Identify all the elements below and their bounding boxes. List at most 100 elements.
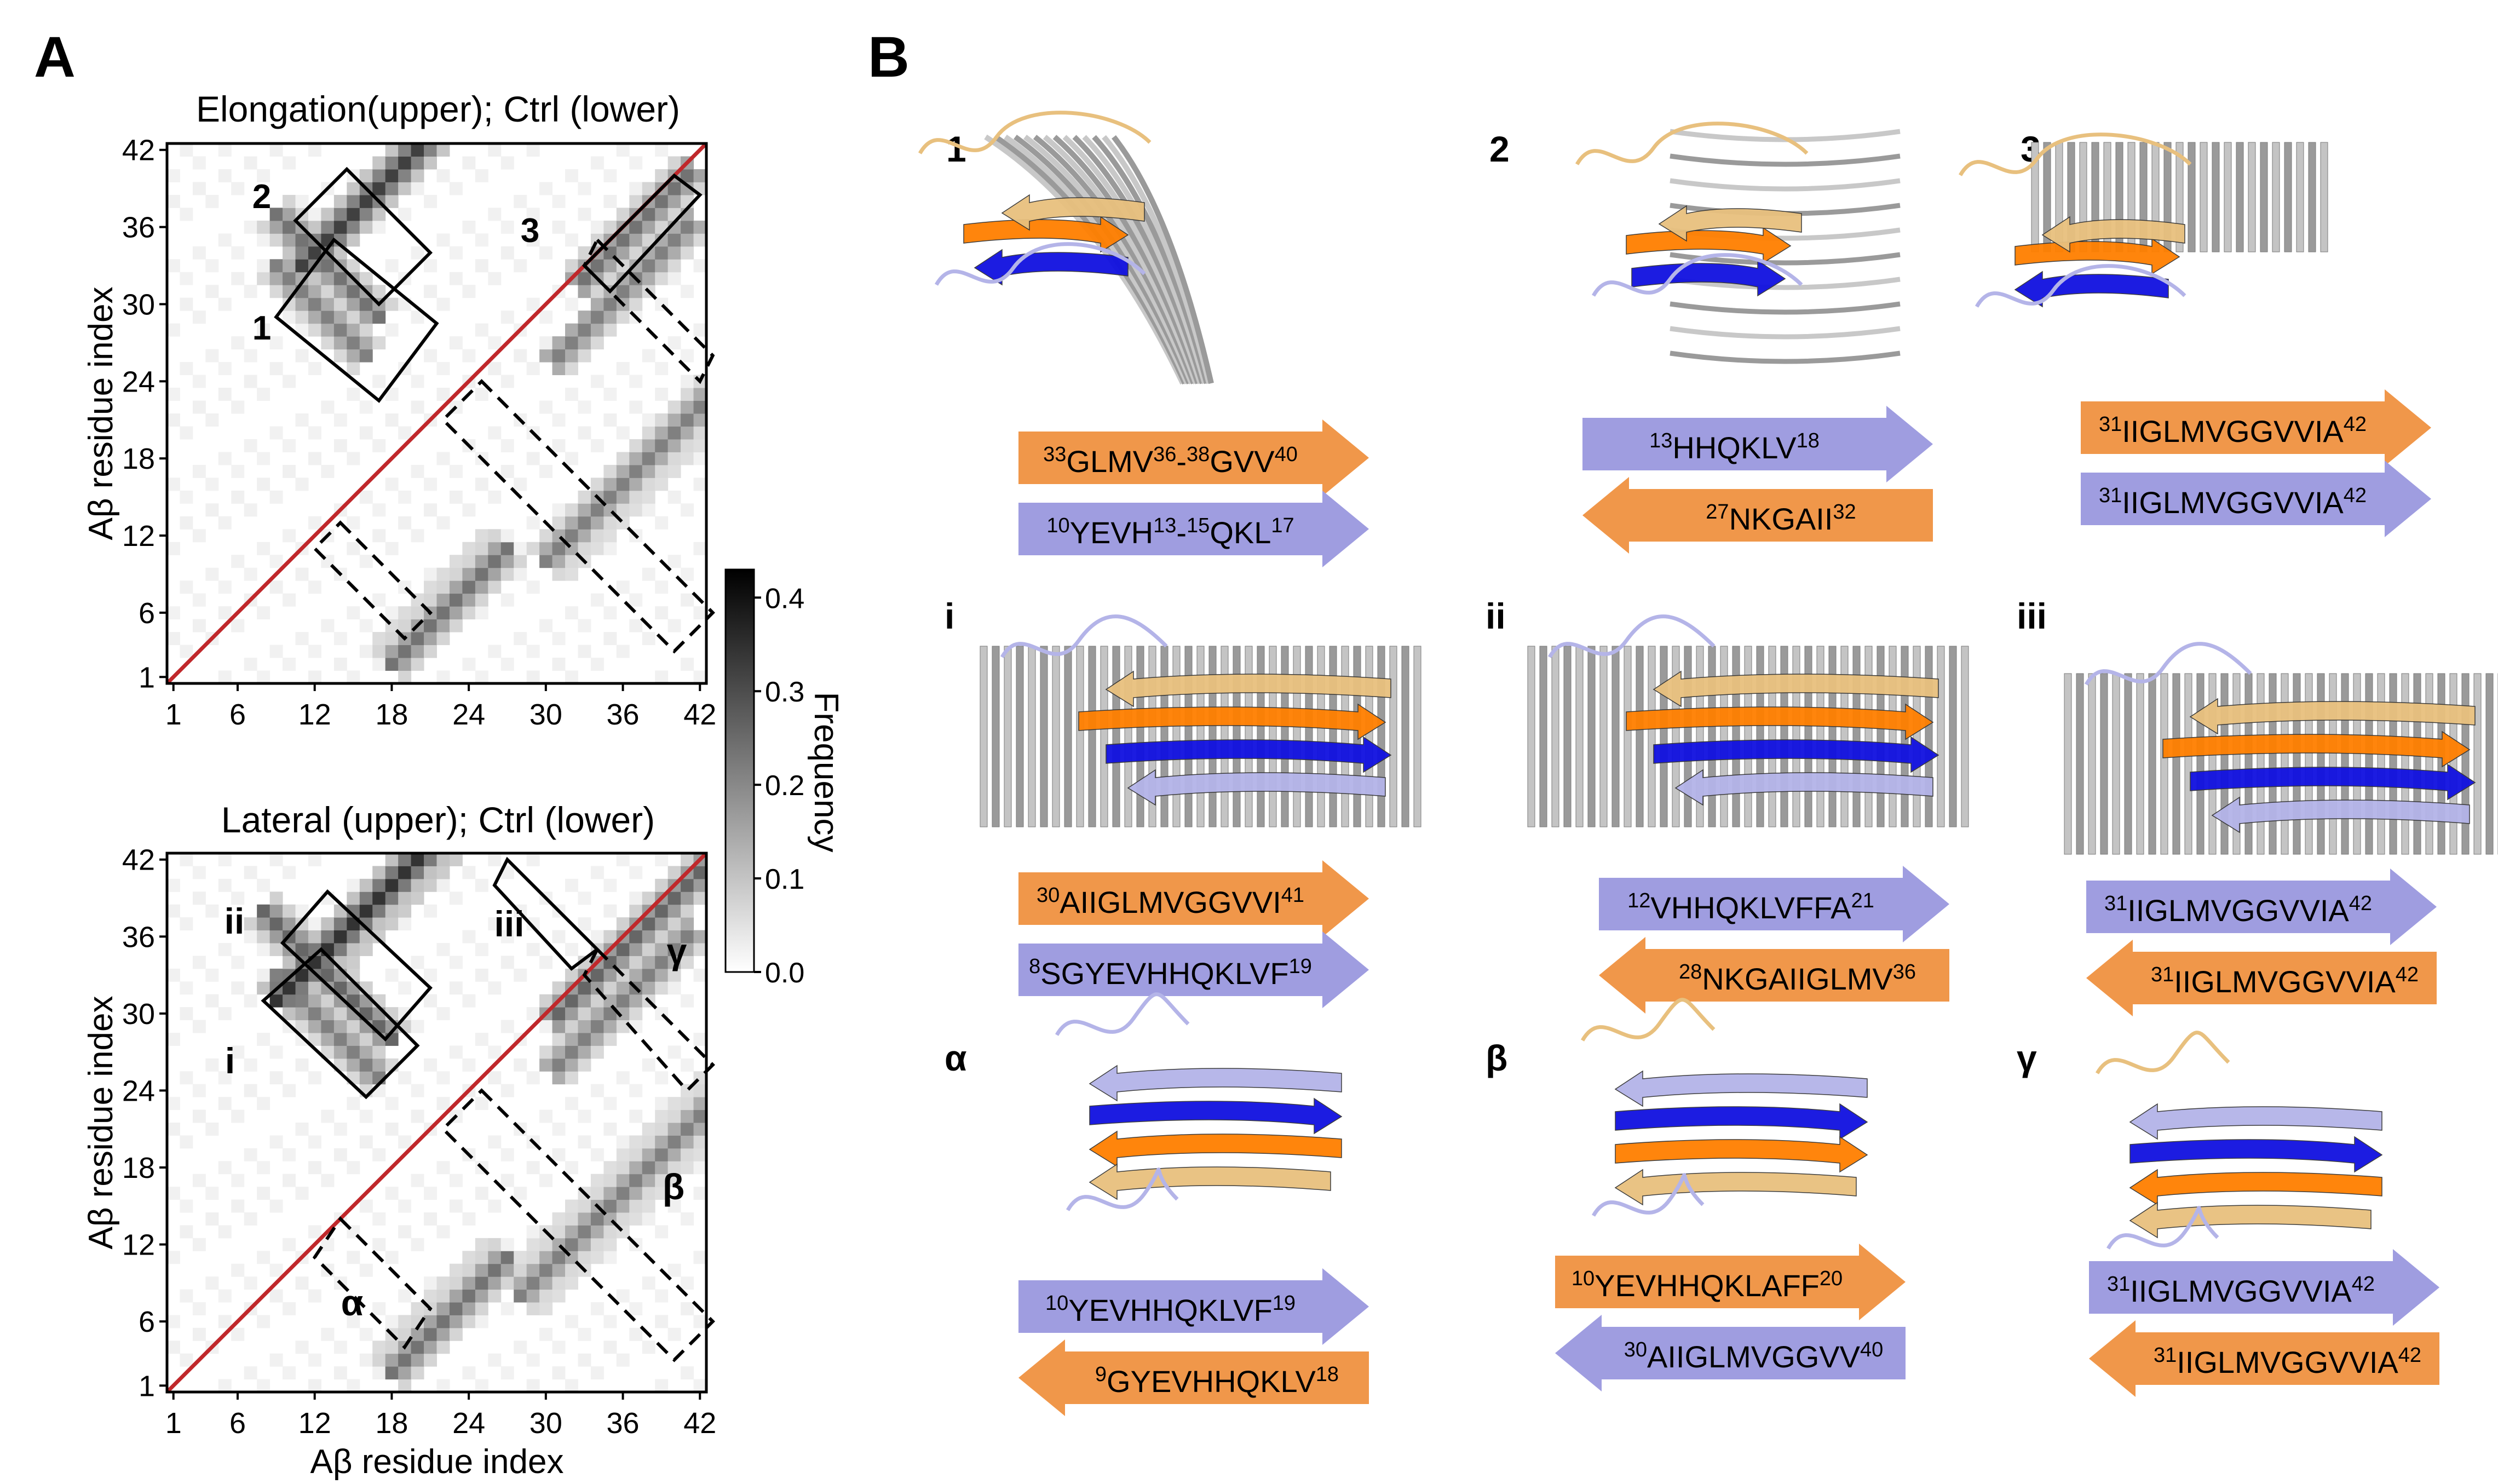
beta-strand-ribbon: [2162, 731, 2471, 768]
heat-cell: [244, 1084, 257, 1097]
heat-cell: [205, 285, 219, 298]
heat-cell: [333, 1148, 347, 1161]
heat-cell: [488, 1289, 502, 1303]
fibril-strand: [1004, 646, 1012, 827]
heat-cell: [449, 555, 463, 568]
fibril-strand: [1184, 646, 1193, 827]
heat-cell: [642, 891, 655, 905]
heat-cell: [244, 930, 257, 944]
heat-cell: [681, 1097, 694, 1111]
heat-cell: [333, 336, 347, 350]
coil-loop: [1575, 122, 1809, 165]
fibril-strand: [2341, 673, 2349, 855]
heat-cell: [539, 555, 553, 568]
heat-cell: [180, 272, 193, 285]
heat-cell: [308, 645, 321, 658]
heat-cell: [578, 645, 591, 658]
heat-cell: [462, 593, 476, 607]
strand-arrow: [2081, 389, 2431, 466]
heat-cell: [539, 1174, 553, 1187]
heat-cell: [411, 606, 424, 620]
fibril-strand: [1744, 646, 1752, 827]
heat-cell: [218, 580, 232, 594]
heat-cell: [603, 542, 617, 555]
heat-cell: [269, 220, 283, 234]
heat-cell: [231, 619, 245, 632]
heat-cell: [642, 503, 655, 517]
heat-cell: [424, 968, 437, 982]
heat-cell: [283, 994, 296, 1008]
heat-cell: [681, 503, 694, 517]
heat-cell: [180, 516, 193, 530]
heat-cell: [681, 375, 694, 388]
coil-loop: [1975, 264, 2186, 308]
fibril-strand: [1840, 646, 1849, 827]
heat-cell: [488, 529, 502, 543]
heat-cell: [424, 1289, 437, 1303]
heat-cell: [462, 866, 476, 879]
heat-cell: [681, 452, 694, 465]
heat-cell: [372, 1341, 386, 1354]
heat-cell: [590, 1045, 604, 1059]
heat-cell: [398, 853, 412, 866]
heat-cell: [205, 1276, 219, 1290]
heat-cell: [488, 1071, 502, 1085]
residue-number: 32: [1833, 501, 1856, 524]
heat-cell: [308, 297, 321, 311]
heat-cell: [167, 1123, 180, 1136]
heat-cell: [681, 956, 694, 969]
residue-sequence: GVV: [1210, 444, 1275, 479]
heat-cell: [539, 336, 553, 350]
beta-strand-ribbon: [1614, 1169, 1857, 1206]
heat-cell: [347, 1058, 360, 1072]
heat-cell: [269, 1263, 283, 1277]
heat-cell: [642, 413, 655, 427]
heat-cell: [359, 400, 373, 414]
heat-cell: [308, 1379, 321, 1393]
fibril-strand: [1732, 646, 1740, 827]
heat-cell: [642, 1276, 655, 1290]
fibril-strand: [1293, 646, 1301, 827]
heat-cell: [321, 1327, 335, 1341]
fibril-strand: [2244, 673, 2253, 855]
box-label-1: 1: [252, 309, 271, 347]
heat-cell: [514, 1263, 527, 1277]
fibril-strand: [2076, 673, 2084, 855]
beta-strand-ribbon: [1001, 194, 1145, 231]
heat-cell: [462, 503, 476, 517]
heat-cell: [475, 1379, 488, 1393]
heat-cell: [488, 567, 502, 581]
heat-cell: [693, 1135, 707, 1149]
heat-cell: [283, 658, 296, 671]
heat-cell: [603, 1187, 617, 1200]
heat-cell: [552, 658, 566, 671]
fibril-strand: [2329, 673, 2337, 855]
heat-cell: [629, 593, 643, 607]
heat-cell: [552, 567, 566, 581]
fibril-strand: [2365, 673, 2373, 855]
heat-cell: [269, 1071, 283, 1085]
heat-cell: [333, 1341, 347, 1354]
heat-cell: [565, 943, 578, 956]
heat-cell: [385, 866, 399, 879]
heat-cell: [488, 143, 502, 157]
residue-sequence: IIGLMVGGVVIA: [2130, 1274, 2352, 1308]
heat-cell: [347, 310, 360, 324]
heat-cell: [552, 362, 566, 376]
heat-cell: [359, 943, 373, 956]
beta-strand-ribbon: [1653, 670, 1939, 708]
fibril-strand: [1092, 135, 1210, 384]
heat-cell: [500, 542, 514, 555]
fibril-strand: [1670, 326, 1901, 340]
residue-number: 15: [1187, 514, 1210, 537]
heat-cell: [590, 1251, 604, 1264]
colorbar-tick-label: 0.2: [765, 770, 804, 802]
fibril-strand: [1172, 646, 1181, 827]
heat-cell: [308, 1289, 321, 1303]
heat-cell: [295, 478, 309, 491]
heat-cell: [539, 182, 553, 195]
beta-strand-ribbon: [2211, 796, 2470, 833]
heat-cell: [321, 1174, 335, 1187]
heat-cell: [295, 1007, 309, 1021]
heat-cell: [667, 1045, 681, 1059]
